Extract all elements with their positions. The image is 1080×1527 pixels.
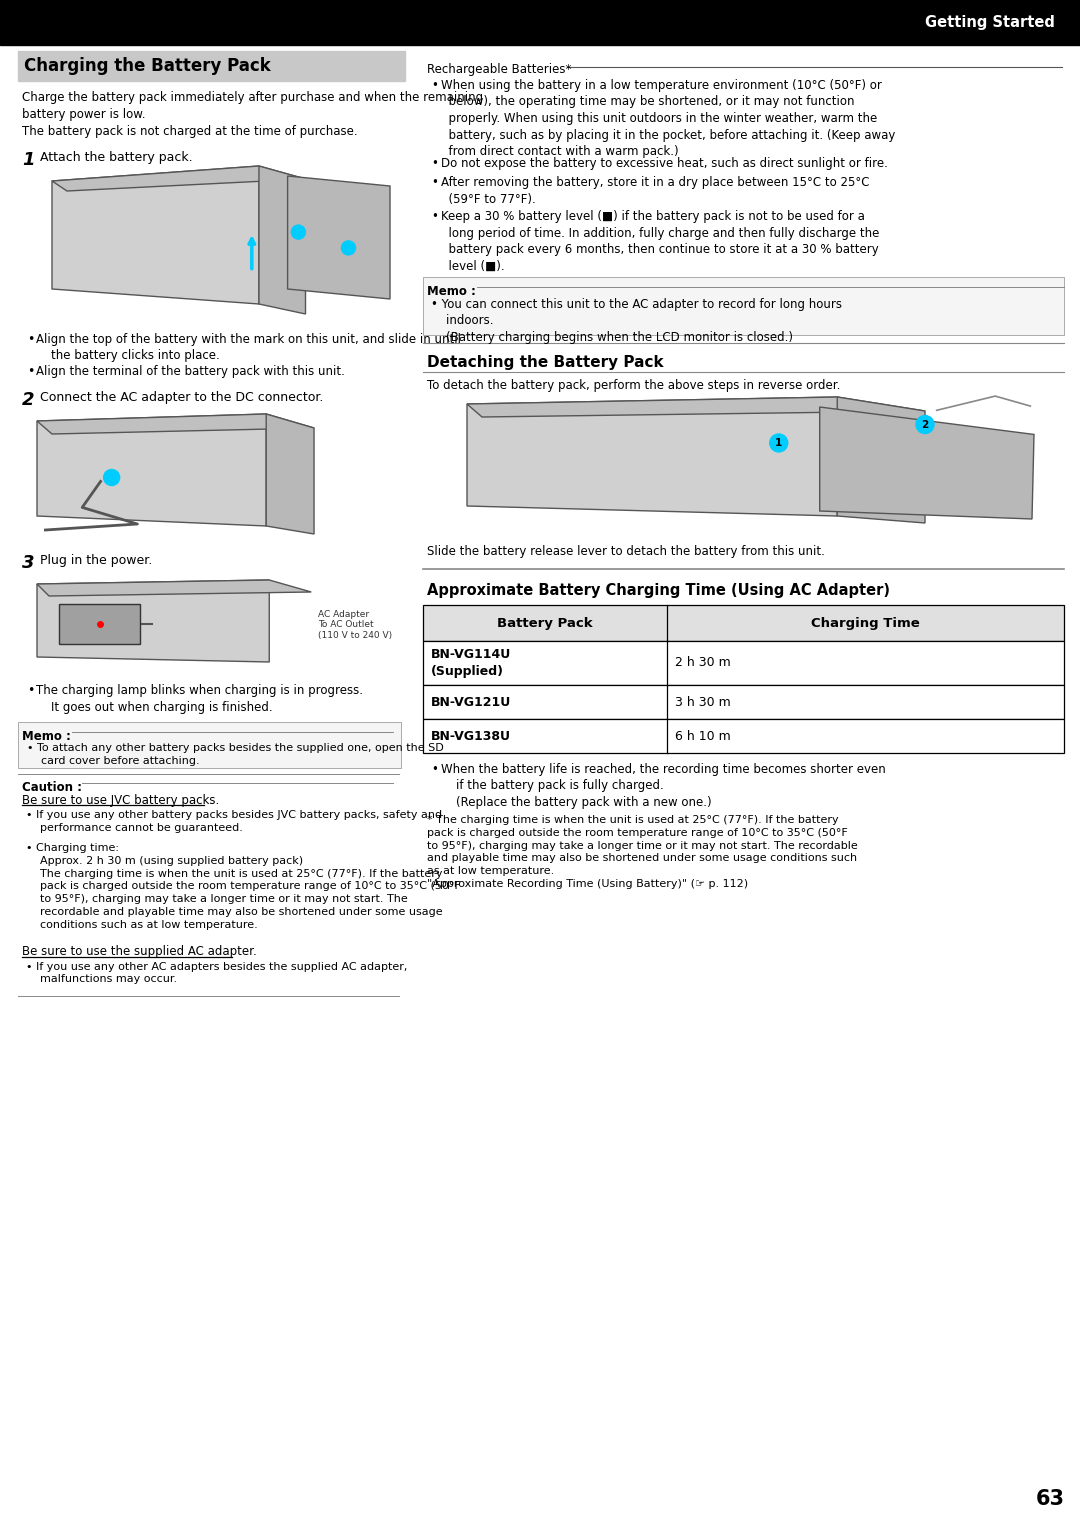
Text: Rechargeable Batteries*: Rechargeable Batteries* — [427, 63, 571, 76]
Polygon shape — [467, 397, 924, 417]
Text: 1: 1 — [775, 438, 782, 447]
Text: •: • — [27, 365, 35, 379]
Text: • If you use any other AC adapters besides the supplied AC adapter,
    malfunct: • If you use any other AC adapters besid… — [26, 962, 407, 985]
Text: BN-VG121U: BN-VG121U — [431, 695, 511, 709]
Polygon shape — [37, 580, 269, 663]
Text: 63: 63 — [1036, 1489, 1065, 1509]
Polygon shape — [37, 414, 314, 434]
Text: BN-VG138U: BN-VG138U — [431, 730, 511, 742]
Text: Do not expose the battery to excessive heat, such as direct sunlight or fire.: Do not expose the battery to excessive h… — [441, 156, 888, 169]
Text: •: • — [431, 79, 437, 92]
Bar — [0, 0, 1080, 44]
Bar — [59, 605, 140, 644]
Text: When using the battery in a low temperature environment (10°C (50°F) or
  below): When using the battery in a low temperat… — [441, 79, 895, 157]
Text: When the battery life is reached, the recording time becomes shorter even
    if: When the battery life is reached, the re… — [441, 764, 886, 809]
Text: Battery Pack: Battery Pack — [497, 617, 593, 629]
Polygon shape — [837, 397, 924, 524]
Text: Keep a 30 % battery level (■) if the battery pack is not to be used for a
  long: Keep a 30 % battery level (■) if the bat… — [441, 211, 879, 272]
Bar — [18, 50, 405, 81]
Text: BN-VG114U
(Supplied): BN-VG114U (Supplied) — [431, 647, 511, 678]
Polygon shape — [37, 580, 311, 596]
Polygon shape — [52, 166, 306, 191]
Polygon shape — [467, 397, 837, 516]
Polygon shape — [37, 414, 266, 525]
Text: 1: 1 — [22, 151, 35, 169]
Text: To detach the battery pack, perform the above steps in reverse order.: To detach the battery pack, perform the … — [427, 379, 840, 392]
Text: 2: 2 — [921, 420, 929, 429]
Polygon shape — [266, 414, 314, 534]
Text: 3 h 30 m: 3 h 30 m — [675, 695, 730, 709]
Bar — [423, 719, 1064, 753]
Circle shape — [292, 224, 306, 240]
Text: Charging Time: Charging Time — [811, 617, 920, 629]
Bar — [18, 722, 401, 768]
Text: Slide the battery release lever to detach the battery from this unit.: Slide the battery release lever to detac… — [427, 545, 825, 557]
Text: Approximate Battery Charging Time (Using AC Adapter): Approximate Battery Charging Time (Using… — [427, 583, 890, 599]
Text: The charging lamp blinks when charging is in progress.
    It goes out when char: The charging lamp blinks when charging i… — [36, 684, 363, 713]
Text: • You can connect this unit to the AC adapter to record for long hours
    indoo: • You can connect this unit to the AC ad… — [431, 298, 842, 344]
Text: Be sure to use JVC battery packs.: Be sure to use JVC battery packs. — [22, 794, 219, 806]
Text: 3: 3 — [22, 554, 35, 573]
Polygon shape — [820, 408, 1034, 519]
Text: •: • — [431, 176, 437, 189]
Text: Connect the AC adapter to the DC connector.: Connect the AC adapter to the DC connect… — [40, 391, 323, 405]
Bar — [423, 686, 1064, 719]
Circle shape — [104, 469, 120, 486]
Text: 2 h 30 m: 2 h 30 m — [675, 657, 730, 669]
Circle shape — [341, 241, 355, 255]
Text: Align the terminal of the battery pack with this unit.: Align the terminal of the battery pack w… — [36, 365, 345, 379]
Text: 2: 2 — [22, 391, 35, 409]
Text: Charging the Battery Pack: Charging the Battery Pack — [24, 56, 271, 75]
Text: Charge the battery pack immediately after purchase and when the remaining
batter: Charge the battery pack immediately afte… — [22, 92, 483, 137]
Polygon shape — [287, 176, 390, 299]
Text: •: • — [431, 211, 437, 223]
Text: After removing the battery, store it in a dry place between 15°C to 25°C
  (59°F: After removing the battery, store it in … — [441, 176, 869, 206]
Text: Attach the battery pack.: Attach the battery pack. — [40, 151, 192, 163]
Text: Caution :: Caution : — [22, 780, 82, 794]
Polygon shape — [259, 166, 306, 315]
Text: •: • — [431, 156, 437, 169]
Text: • Charging time:
    Approx. 2 h 30 m (using supplied battery pack)
    The char: • Charging time: Approx. 2 h 30 m (using… — [26, 843, 461, 930]
Bar — [423, 605, 1064, 641]
Text: Getting Started: Getting Started — [926, 14, 1055, 29]
Bar — [423, 276, 1064, 334]
Text: Align the top of the battery with the mark on this unit, and slide in until
    : Align the top of the battery with the ma… — [36, 333, 461, 362]
Text: Memo :: Memo : — [427, 286, 476, 298]
Text: Detaching the Battery Pack: Detaching the Battery Pack — [427, 354, 663, 370]
Circle shape — [770, 434, 787, 452]
Text: • To attach any other battery packs besides the supplied one, open the SD
    ca: • To attach any other battery packs besi… — [27, 744, 444, 767]
Text: •: • — [431, 764, 437, 776]
Circle shape — [916, 415, 934, 434]
Text: 6 h 10 m: 6 h 10 m — [675, 730, 730, 742]
Polygon shape — [52, 166, 259, 304]
Text: Memo :: Memo : — [22, 730, 71, 744]
Text: • If you use any other battery packs besides JVC battery packs, safety and
    p: • If you use any other battery packs bes… — [26, 809, 442, 832]
Text: AC Adapter
To AC Outlet
(110 V to 240 V): AC Adapter To AC Outlet (110 V to 240 V) — [318, 609, 392, 640]
Text: * The charging time is when the unit is used at 25°C (77°F). If the battery
pack: * The charging time is when the unit is … — [427, 815, 858, 889]
Text: •: • — [27, 684, 35, 696]
Text: Be sure to use the supplied AC adapter.: Be sure to use the supplied AC adapter. — [22, 945, 257, 959]
Text: •: • — [27, 333, 35, 347]
Text: Plug in the power.: Plug in the power. — [40, 554, 152, 567]
Bar — [423, 641, 1064, 686]
